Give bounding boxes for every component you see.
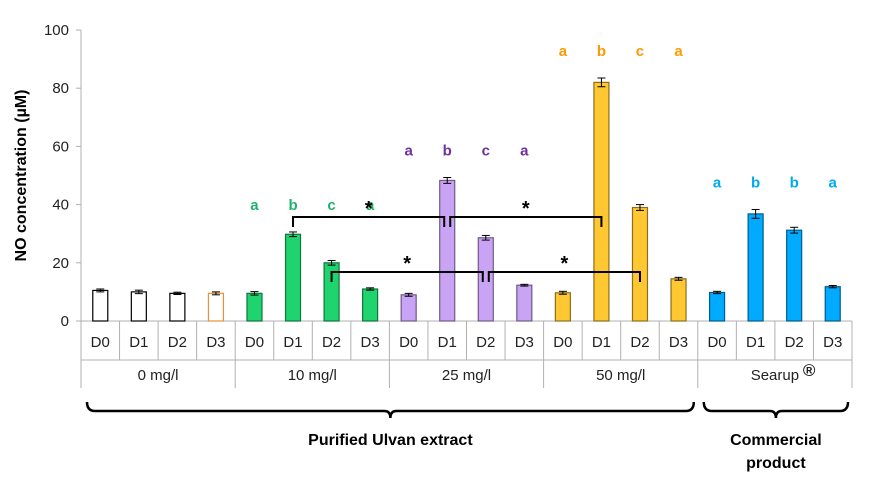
x-tick-label: D0 [399,334,418,351]
bar-d1 [284,233,302,322]
y-tick-label: 100 [44,22,69,39]
significance-letter: b [288,197,297,214]
x-tick-label: D2 [785,334,804,351]
significance-star: * [522,198,530,220]
super-group-label: Purified Ulvan extract [308,432,473,449]
group-label: 25 mg/l [442,367,491,384]
x-tick-label: D0 [91,334,110,351]
bar-d2 [169,292,186,322]
bar-d0 [708,291,726,322]
bar-d0 [92,289,109,322]
significance-letter: b [790,175,799,192]
significance-star: * [365,198,373,220]
significance-letter: b [443,143,452,160]
x-tick-label: D3 [361,334,380,351]
significance-letter: a [250,197,259,214]
x-tick-label: D3 [206,334,225,351]
x-tick-label: D0 [553,334,572,351]
bar-d2 [477,237,494,322]
x-tick-label: D1 [592,334,611,351]
significance-bracket [487,271,641,282]
significance-letter: b [597,43,606,60]
bar-d0 [554,292,571,322]
bar-d3 [516,284,533,322]
x-tick-label: D2 [322,334,341,351]
significance-letter: a [713,175,722,192]
group-label: 50 mg/l [596,367,645,384]
bar-d3 [362,288,379,322]
x-tick-label: D2 [476,334,495,351]
significance-letter: a [674,43,683,60]
significance-star: * [560,253,568,275]
significance-letter: a [829,175,838,192]
y-tick-label: 80 [52,80,69,97]
group-brace [85,401,696,419]
x-tick-label: D3 [515,334,534,351]
significance-letter: a [405,143,414,160]
significance-bracket [292,216,446,227]
significance-letter: b [751,175,760,192]
super-group-label: product [746,455,806,472]
y-tick-label: 60 [52,138,69,155]
group-label: Searup [751,367,799,384]
bar-d1 [130,291,147,322]
significance-bracket [449,216,603,227]
significance-letter: c [327,197,335,214]
bar-d0 [246,292,263,322]
x-tick-label: D1 [283,334,302,351]
significance-letter: a [559,43,568,60]
x-tick-label: D2 [168,334,187,351]
bar-d3 [207,292,225,322]
x-tick-label: D2 [630,334,649,351]
significance-letter: a [366,197,375,214]
x-tick-label: D3 [669,334,688,351]
significance-bracket [330,271,484,282]
bar-d1 [747,213,764,322]
bar-d0 [400,294,417,322]
super-group-label: Commercial [730,432,822,449]
x-tick-label: D1 [438,334,457,351]
x-tick-label: D1 [129,334,148,351]
significance-letter: c [482,143,490,160]
bar-d3 [670,278,687,322]
significance-letter: c [636,43,644,60]
y-tick-label: 40 [52,197,69,214]
registered-mark: ® [803,361,816,380]
x-tick-label: D3 [823,334,842,351]
bar-d2 [631,206,649,322]
bar-d3 [824,286,841,322]
bar-d1 [439,179,456,322]
x-tick-label: D0 [245,334,264,351]
bar-d1 [593,81,610,322]
y-tick-label: 20 [52,255,69,272]
group-brace [702,401,850,419]
y-axis-title: NO concentration (µM) [13,90,30,262]
bar-d2 [786,229,803,322]
x-tick-label: D0 [707,334,726,351]
significance-letter: a [520,143,529,160]
y-tick-label: 0 [61,313,69,330]
group-label: 10 mg/l [288,367,337,384]
x-tick-label: D1 [746,334,765,351]
group-label: 0 mg/l [138,367,179,384]
significance-star: * [403,253,411,275]
